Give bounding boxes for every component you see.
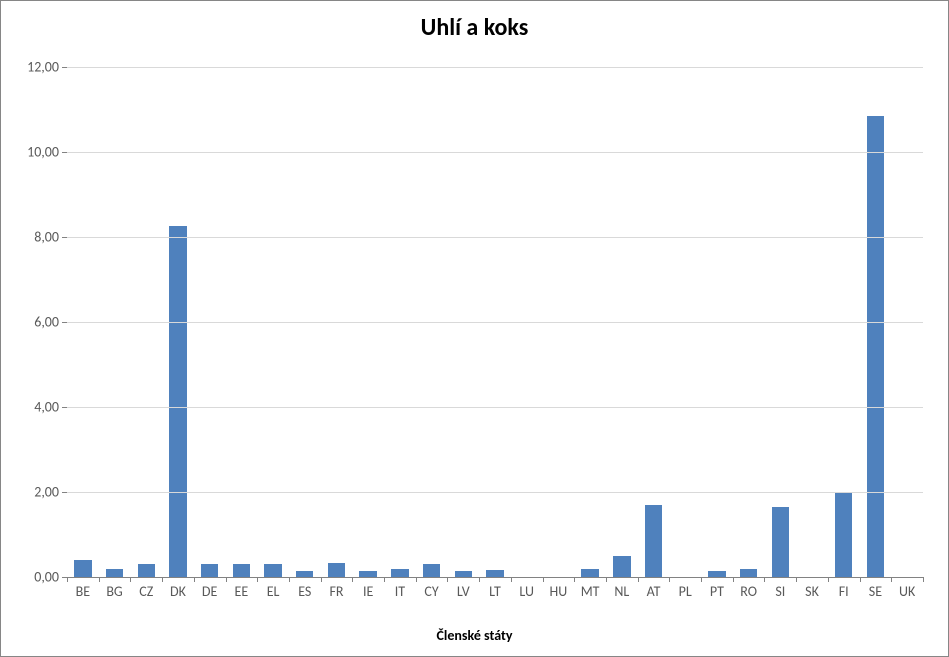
- x-tick-label: EE: [235, 577, 249, 600]
- x-tick-mark: [543, 577, 544, 582]
- bar: [867, 116, 884, 577]
- bar: [613, 556, 630, 577]
- x-tick-mark: [67, 577, 68, 582]
- x-tick-label: LV: [457, 577, 470, 600]
- gridline: [67, 492, 923, 493]
- y-tick-label: 0,00: [34, 569, 67, 586]
- x-tick-label: FR: [329, 577, 343, 600]
- x-tick-mark: [574, 577, 575, 582]
- bar: [486, 570, 503, 577]
- x-tick-label: RO: [740, 577, 757, 600]
- x-tick-label: CY: [424, 577, 438, 600]
- x-tick-label: MT: [581, 577, 600, 600]
- x-tick-mark: [860, 577, 861, 582]
- x-tick-mark: [289, 577, 290, 582]
- bar: [581, 569, 598, 578]
- x-tick-label: SI: [775, 577, 785, 600]
- bar: [106, 569, 123, 578]
- x-tick-mark: [416, 577, 417, 582]
- bar: [423, 564, 440, 577]
- x-tick-label: HU: [550, 577, 568, 600]
- x-tick-mark: [891, 577, 892, 582]
- chart-title: Uhlí a koks: [1, 13, 948, 42]
- x-tick-mark: [923, 577, 924, 582]
- x-tick-label: AT: [647, 577, 661, 600]
- x-tick-mark: [796, 577, 797, 582]
- x-tick-mark: [352, 577, 353, 582]
- x-tick-mark: [764, 577, 765, 582]
- bar: [740, 569, 757, 577]
- x-tick-mark: [828, 577, 829, 582]
- x-tick-label: LT: [489, 577, 501, 600]
- x-tick-label: CZ: [139, 577, 153, 600]
- x-tick-label: SK: [805, 577, 819, 600]
- bar: [233, 564, 250, 577]
- x-tick-label: PT: [710, 577, 724, 600]
- x-tick-mark: [257, 577, 258, 582]
- bar: [835, 492, 852, 577]
- x-tick-mark: [321, 577, 322, 582]
- x-tick-mark: [669, 577, 670, 582]
- bar: [391, 569, 408, 577]
- gridline: [67, 407, 923, 408]
- bar: [74, 560, 91, 577]
- x-tick-mark: [162, 577, 163, 582]
- x-tick-mark: [733, 577, 734, 582]
- x-tick-label: IT: [395, 577, 405, 600]
- bar: [201, 564, 218, 577]
- x-tick-mark: [606, 577, 607, 582]
- x-tick-label: ES: [298, 577, 311, 600]
- bar: [264, 564, 281, 577]
- x-tick-label: SE: [869, 577, 882, 600]
- x-tick-label: UK: [899, 577, 915, 600]
- bar: [328, 563, 345, 577]
- bar: [169, 226, 186, 577]
- y-tick-label: 12,00: [27, 59, 67, 76]
- x-tick-mark: [479, 577, 480, 582]
- gridline: [67, 152, 923, 153]
- x-tick-mark: [194, 577, 195, 582]
- bar: [645, 505, 662, 577]
- x-tick-label: IE: [363, 577, 373, 600]
- gridline: [67, 67, 923, 68]
- y-tick-label: 8,00: [34, 229, 67, 246]
- x-tick-label: EL: [267, 577, 280, 600]
- x-axis-title: Členské státy: [1, 627, 948, 644]
- x-tick-mark: [130, 577, 131, 582]
- y-tick-label: 10,00: [27, 144, 67, 161]
- x-tick-label: DE: [202, 577, 217, 600]
- x-tick-mark: [99, 577, 100, 582]
- x-tick-label: BG: [106, 577, 122, 600]
- bar: [772, 507, 789, 577]
- x-tick-label: BE: [76, 577, 90, 600]
- x-tick-label: LU: [519, 577, 534, 600]
- y-tick-label: 6,00: [34, 314, 67, 331]
- x-tick-label: DK: [170, 577, 186, 600]
- chart-container: Uhlí a koks 0,002,004,006,008,0010,0012,…: [0, 0, 949, 657]
- bar: [138, 564, 155, 577]
- x-tick-mark: [226, 577, 227, 582]
- y-tick-label: 2,00: [34, 484, 67, 501]
- x-tick-mark: [384, 577, 385, 582]
- x-tick-mark: [511, 577, 512, 582]
- gridline: [67, 322, 923, 323]
- gridline: [67, 237, 923, 238]
- x-tick-label: FI: [839, 577, 849, 600]
- y-tick-label: 4,00: [34, 399, 67, 416]
- x-tick-mark: [638, 577, 639, 582]
- x-tick-label: PL: [679, 577, 692, 600]
- plot-area: 0,002,004,006,008,0010,0012,00BEBGCZDKDE…: [67, 67, 923, 577]
- x-tick-mark: [447, 577, 448, 582]
- x-tick-mark: [701, 577, 702, 582]
- x-tick-label: NL: [614, 577, 629, 600]
